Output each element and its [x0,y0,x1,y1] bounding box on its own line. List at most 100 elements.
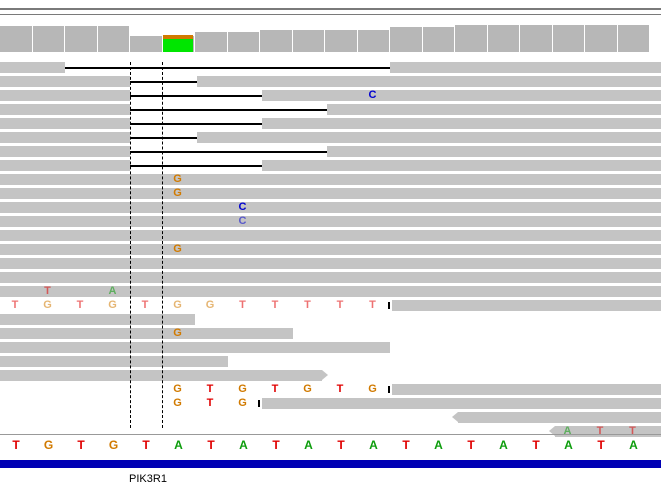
aligned-read[interactable] [0,118,130,129]
coverage-bar [65,26,98,52]
aligned-read[interactable] [262,118,661,129]
coverage-bar [97,26,130,52]
aligned-read[interactable] [262,160,661,171]
coverage-bar [357,30,390,52]
mismatch-base: T [336,299,344,311]
mismatch-base: C [238,215,247,227]
aligned-read[interactable] [0,258,661,269]
mismatch-base: T [239,299,246,311]
mismatch-base: T [44,285,51,297]
aligned-read[interactable] [197,76,661,87]
insertion-marker [258,400,260,407]
center-guide-line-left [130,62,131,428]
mismatch-base: G [108,299,117,311]
gene-name-label: PIK3R1 [129,473,167,485]
aligned-read[interactable] [262,90,661,101]
mismatch-base: G [43,299,52,311]
aligned-read[interactable] [390,62,661,73]
gene-feature-bar[interactable] [0,460,661,468]
deletion-gap-line [130,81,197,83]
mismatch-base: T [304,299,311,311]
aligned-read[interactable] [327,104,661,115]
coverage-bar [227,32,260,52]
deletion-gap-line [65,67,390,69]
coverage-bar [552,25,585,52]
reference-base: T [532,438,540,452]
aligned-read[interactable] [0,230,661,241]
deletion-gap-line [130,109,327,111]
mismatch-base: G [238,383,247,395]
coverage-bar [130,36,163,52]
aligned-read[interactable] [549,426,661,437]
coverage-bar [455,25,488,52]
reference-base: T [272,438,280,452]
mismatch-base: G [173,243,182,255]
mismatch-base: T [206,397,214,409]
reference-base: T [337,438,345,452]
mismatch-base: T [369,299,376,311]
aligned-read[interactable] [0,370,328,381]
aligned-read[interactable] [0,314,195,325]
aligned-read[interactable] [0,356,228,367]
aligned-read[interactable] [392,384,661,395]
aligned-read[interactable] [0,160,130,171]
mismatch-base: T [629,425,636,437]
reference-base: A [304,438,313,452]
mismatch-base: G [173,397,182,409]
mismatch-base: G [173,299,182,311]
mismatch-base: T [271,299,279,311]
coverage-bar [32,26,65,52]
deletion-gap-line [130,165,262,167]
aligned-read[interactable] [327,146,661,157]
coverage-bar [260,30,293,52]
insertion-marker [388,302,390,309]
aligned-read[interactable] [0,132,130,143]
coverage-bar [0,26,33,52]
reference-base: A [174,438,183,452]
deletion-gap-line [130,151,327,153]
aligned-read[interactable] [0,286,661,297]
track-border-top-2 [0,14,661,15]
mismatch-base: C [368,89,377,101]
mismatch-base: G [173,187,182,199]
aligned-read[interactable] [0,328,293,339]
aligned-read[interactable] [262,398,661,409]
mismatch-base: G [173,383,182,395]
aligned-read[interactable] [0,272,661,283]
coverage-bar [585,25,618,52]
reference-base: T [77,438,85,452]
reference-separator [0,434,661,435]
aligned-read[interactable] [0,188,661,199]
mismatch-base: C [238,201,247,213]
reference-base: A [629,438,638,452]
aligned-read[interactable] [0,202,661,213]
coverage-bar [195,32,228,52]
reference-base: A [434,438,443,452]
aligned-read[interactable] [0,216,661,227]
reference-base: T [142,438,150,452]
aligned-read[interactable] [452,412,661,423]
center-guide-line-right [162,62,163,428]
aligned-read[interactable] [0,244,661,255]
aligned-read[interactable] [0,76,130,87]
aligned-read[interactable] [0,62,65,73]
mismatch-base: T [206,383,214,395]
aligned-read[interactable] [0,342,390,353]
aligned-read[interactable] [0,174,661,185]
coverage-bar [617,25,650,52]
aligned-read[interactable] [0,90,130,101]
reference-base: T [12,438,20,452]
mismatch-base: T [271,383,279,395]
coverage-bar [390,27,423,52]
aligned-read[interactable] [0,104,130,115]
aligned-read[interactable] [197,132,661,143]
reference-base: A [239,438,248,452]
mismatch-base: T [76,299,84,311]
coverage-bar [325,30,358,52]
aligned-read[interactable] [0,146,130,157]
track-border-top [0,8,661,10]
aligned-read[interactable] [392,300,661,311]
mismatch-base: T [596,425,604,437]
reference-base: T [207,438,215,452]
